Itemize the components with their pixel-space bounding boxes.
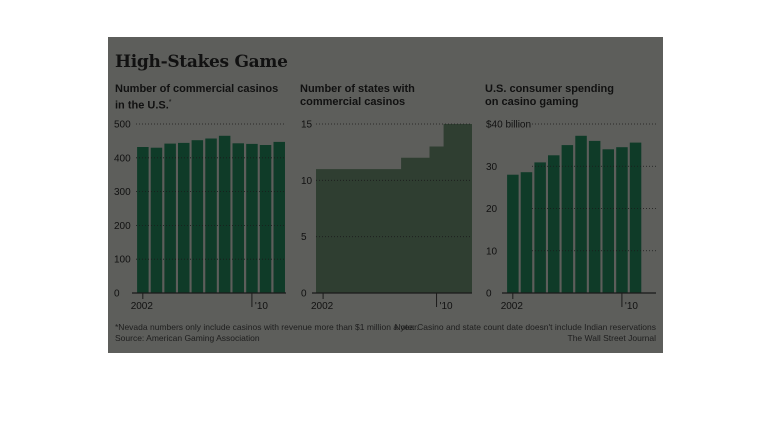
bar-2-2008 [588,140,601,293]
bar-0-2012 [273,141,285,293]
bar-0-2006 [191,140,204,293]
y-tick-1-3: 15 [301,120,313,131]
spending-chart-title: U.S. consumer spending on casino gaming [485,83,614,109]
y-tick-0-1: 100 [114,255,131,266]
x-tick-1-1: '10 [440,301,453,312]
y-tick-0-0: 0 [114,289,120,300]
bar-2-2006 [561,145,574,293]
y-tick-2-1: 10 [486,246,498,257]
states-title-line-1: Number of states with [300,83,415,95]
x-tick-2-1: '10 [625,301,638,312]
bar-0-2011 [259,145,272,293]
chart-title: High-Stakes Game [115,52,288,72]
bar-0-2007 [205,138,217,293]
y-tick-0-5: 500 [114,120,131,131]
footnote-marker: * [168,99,172,106]
y-tick-2-4: $40 billion [486,120,531,131]
y-tick-0-3: 300 [114,187,131,198]
source-note: Source: American Gaming Association [115,333,260,343]
bar-2-2010 [616,147,628,293]
casinos-chart-title: Number of commercial casinos in the U.S.… [115,83,278,113]
casinos-title-line-1: Number of commercial casinos [115,83,279,95]
spending-title-line-1: U.S. consumer spending [485,83,614,95]
bar-2-2002 [507,174,519,293]
bar-0-2005 [178,142,190,293]
y-tick-1-1: 5 [301,232,307,243]
reservation-note: Note: Casino and state count date doesn'… [394,322,656,332]
bar-2-2003 [520,172,533,293]
bar-2-2005 [548,155,560,293]
y-tick-2-2: 20 [486,204,498,215]
states-chart-title: Number of states with commercial casinos [300,83,415,109]
bar-2-2011 [629,142,642,293]
bar-2-2004 [534,162,546,293]
bar-0-2002 [137,147,149,293]
bar-0-2004 [164,143,176,293]
spending-title-line-2: on casino gaming [485,96,579,108]
bar-2-2009 [602,149,614,293]
credit-note: The Wall Street Journal [567,333,657,343]
y-tick-1-0: 0 [301,289,307,300]
y-tick-0-2: 200 [114,221,131,232]
footnote-nevada: *Nevada numbers only include casinos wit… [115,322,419,332]
y-tick-0-4: 400 [114,153,131,164]
x-tick-0-1: '10 [255,301,268,312]
x-tick-0-0: 2002 [131,301,154,312]
bar-0-2003 [150,147,163,293]
bar-0-2008 [218,135,231,293]
bar-0-2009 [232,143,244,293]
y-tick-2-0: 0 [486,289,492,300]
y-tick-1-2: 10 [301,176,313,187]
y-tick-2-3: 30 [486,162,498,173]
bar-0-2010 [246,143,258,293]
x-tick-1-0: 2002 [311,301,334,312]
x-tick-2-0: 2002 [501,301,524,312]
casinos-title-line-2: in the U.S. [115,99,169,112]
states-title-line-2: commercial casinos [300,96,406,108]
bar-2-2007 [575,135,587,293]
area-states [316,124,472,293]
